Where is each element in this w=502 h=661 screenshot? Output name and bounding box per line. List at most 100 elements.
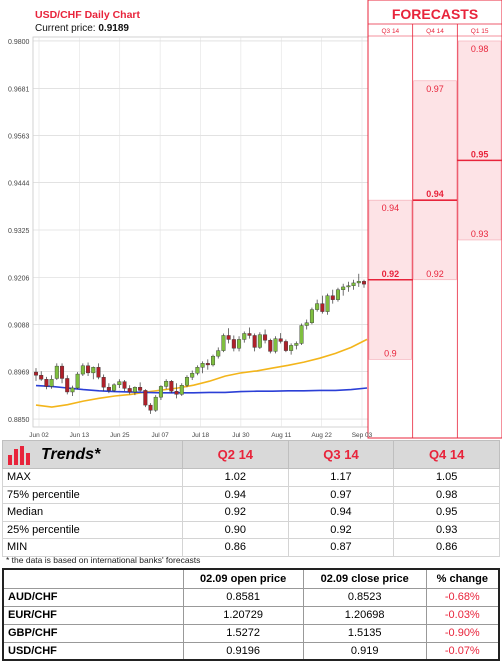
y-tick-label: 0.9088 (8, 322, 30, 329)
candle-body (148, 404, 153, 411)
trends-footnote: * the data is based on international ban… (6, 555, 201, 565)
candle-body (309, 309, 314, 323)
candle-body (356, 281, 361, 284)
price-open: 1.20729 (182, 605, 304, 625)
trends-cell: 0.97 (287, 485, 395, 504)
trends-cell: 1.17 (287, 468, 395, 487)
price-change: -0.90% (425, 623, 500, 643)
price-pair: EUR/CHF (2, 605, 184, 625)
candle-body (143, 390, 148, 406)
x-tick-label: Jul 18 (192, 432, 210, 439)
trends-col-q2: Q2 14 (182, 440, 289, 469)
price-change: -0.68% (425, 587, 500, 607)
candle-body (138, 387, 143, 391)
trends-col-q3: Q3 14 (287, 440, 395, 469)
candle-body (127, 388, 132, 393)
x-tick-label: Jul 07 (151, 432, 169, 439)
candle-body (273, 338, 278, 352)
candle-body (101, 377, 106, 388)
trends-cell: 0.98 (393, 485, 500, 504)
y-tick-label: 0.8850 (8, 417, 30, 424)
candle-body (75, 373, 80, 389)
trends-cell: 0.90 (182, 520, 289, 539)
current-price-label: Current price: (35, 23, 96, 34)
trends-row-label: MIN (2, 538, 183, 557)
candle-body (252, 335, 257, 348)
candle-body (294, 343, 299, 346)
candle-body (190, 373, 195, 378)
forecast-max-label: 0.94 (382, 203, 400, 213)
forecast-title: FORECASTS (392, 6, 478, 22)
forecast-quarter-label: Q3 14 (381, 28, 399, 35)
forecast-min-label: 0.92 (426, 269, 444, 279)
candle-body (122, 381, 127, 389)
candle-body (106, 387, 111, 391)
trends-cell: 0.94 (287, 503, 395, 522)
x-tick-label: Jul 30 (232, 432, 250, 439)
candle-body (153, 396, 158, 411)
trends-cell: 0.92 (287, 520, 395, 539)
candle-body (304, 322, 309, 326)
candle-body (44, 379, 49, 387)
moving-average-line (35, 338, 368, 408)
forecast-max-label: 0.98 (471, 44, 489, 54)
candle-body (112, 384, 117, 391)
candle-body (96, 367, 101, 378)
trends-cell: 0.86 (182, 538, 289, 557)
chart-grid: 0.9800 0.9681 0.9563 0.9444 0.9325 0.9206 0.90… (8, 36, 369, 428)
candle-body (60, 365, 65, 379)
candle-body (330, 295, 335, 300)
price-open: 1.5272 (182, 623, 304, 643)
candle-body (283, 341, 288, 351)
candle-body (91, 367, 96, 374)
y-tick-label: 0.8969 (8, 370, 30, 377)
candle-body (299, 325, 304, 344)
forecast-range-band (458, 40, 502, 241)
candle-body (169, 381, 174, 392)
price-col-open: 02.09 open price (182, 568, 304, 589)
current-price: Current price: 0.9189 (35, 23, 129, 34)
forecast-median-label: 0.95 (471, 149, 489, 159)
candle-body (184, 377, 189, 386)
candle-body (86, 365, 91, 374)
x-tick-label: Aug 22 (311, 432, 332, 439)
y-tick-label: 0.9800 (8, 39, 30, 46)
candle-body (226, 335, 231, 340)
candle-body (341, 286, 346, 290)
candle-body (70, 387, 75, 393)
forecast-median-label: 0.92 (382, 269, 400, 279)
price-change: -0.03% (425, 605, 500, 625)
y-tick-label: 0.9206 (8, 275, 30, 282)
price-pair: GBP/CHF (2, 623, 184, 643)
x-tick-label: Sep 03 (352, 432, 373, 439)
trends-cell: 0.94 (182, 485, 289, 504)
candle-body (195, 367, 200, 374)
candle-body (268, 340, 273, 352)
x-tick-label: Jun 02 (29, 432, 49, 439)
price-col-close: 02.09 close price (302, 568, 427, 589)
price-close: 1.20698 (302, 605, 427, 625)
trends-row-max: MAX 1.02 1.17 1.05 (2, 468, 500, 487)
candle-body (221, 335, 226, 351)
candle-body (263, 334, 268, 341)
price-table: 02.09 open price 02.09 close price % cha… (2, 568, 500, 661)
forecast-quarter-label: Q4 14 (426, 28, 444, 35)
candle-body (117, 381, 122, 386)
trends-cell: 0.86 (393, 538, 500, 557)
y-tick-label: 0.9325 (8, 228, 30, 235)
forecast-min-label: 0.93 (471, 229, 489, 239)
x-tick-label: Aug 11 (271, 432, 292, 439)
candle-body (315, 303, 320, 310)
candle-body (237, 339, 242, 349)
trends-row-label: Median (2, 503, 183, 522)
x-axis: Jun 02 Jun 13 Jun 25 Jul 07 Jul 18 Jul 30 Aug … (29, 432, 372, 439)
price-pair: USD/CHF (2, 641, 184, 661)
current-price-value: 0.9189 (98, 23, 129, 34)
price-header-row: 02.09 open price 02.09 close price % cha… (2, 568, 500, 589)
price-row-gbpchf: GBP/CHF 1.5272 1.5135 -0.90% (2, 623, 500, 643)
price-header-blank (2, 568, 184, 589)
price-close: 0.919 (302, 641, 427, 661)
price-col-change: % change (425, 568, 500, 589)
price-row-eurchf: EUR/CHF 1.20729 1.20698 -0.03% (2, 605, 500, 625)
candle-body (289, 345, 294, 351)
